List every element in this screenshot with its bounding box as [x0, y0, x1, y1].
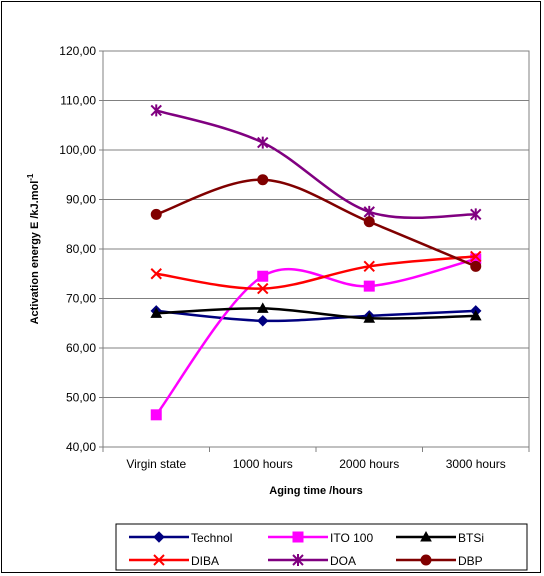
series-doa [150, 104, 482, 221]
x-tick-label: 1000 hours [233, 457, 293, 471]
plot-area [102, 50, 530, 448]
x-tick-label: Virgin state [126, 457, 186, 471]
legend-marker [292, 554, 304, 566]
data-point [363, 260, 375, 273]
y-tick-label: 80,00 [66, 242, 96, 256]
data-point [150, 208, 162, 220]
series-dbp [150, 174, 482, 272]
legend-label: DOA [330, 554, 356, 568]
series-ito-100 [150, 253, 482, 421]
x-tick-labels: Virgin state 1000 hours 2000 hours 3000 hou… [126, 457, 505, 471]
data-point [257, 315, 269, 327]
data-point [257, 174, 269, 186]
legend-item: Technol [129, 531, 232, 545]
data-point [150, 409, 162, 421]
data-point [363, 205, 375, 218]
data-point [150, 104, 162, 117]
y-tick-label: 50,00 [66, 391, 96, 405]
legend-item: DBP [396, 554, 483, 568]
series-btsi [150, 302, 482, 323]
series-line [156, 255, 476, 290]
data-point [470, 208, 482, 221]
legend-label: DIBA [191, 554, 219, 568]
x-tick-label: 3000 hours [446, 457, 506, 471]
y-tick-label: 110,00 [60, 94, 96, 108]
y-tick-label: 70,00 [66, 292, 96, 306]
series-lines [150, 104, 482, 421]
legend: Technol ITO 100 BTSi DIBA DOA DBP [115, 523, 528, 571]
legend-marker [292, 531, 304, 543]
data-point [470, 260, 482, 272]
data-point [363, 216, 375, 228]
series-line [155, 178, 477, 268]
legend-item: DOA [268, 554, 356, 568]
y-tick-label: 100,00 [59, 143, 96, 157]
legend-item: ITO 100 [268, 531, 373, 545]
legend-label: Technol [191, 531, 232, 545]
series-line [156, 309, 476, 323]
data-point [469, 309, 482, 321]
data-point [150, 307, 163, 318]
legend-label: BTSi [458, 531, 484, 545]
legend-item: BTSi [396, 530, 484, 545]
y-tick-label: 40,00 [66, 440, 96, 454]
legend-label: ITO 100 [330, 531, 373, 545]
series-technol [150, 305, 482, 327]
legend-box [115, 523, 528, 571]
data-point [257, 282, 269, 295]
legend-marker [420, 554, 432, 566]
data-point [363, 280, 375, 292]
legend-item: DIBA [129, 554, 219, 568]
x-tick-label: 2000 hours [339, 457, 399, 471]
series-line [155, 257, 477, 416]
y-axis-title-text: Activation energy E /kJ.mol [29, 181, 41, 325]
series-line [155, 109, 476, 220]
legend-marker [153, 531, 165, 543]
legend-label: DBP [458, 554, 483, 568]
data-point [257, 270, 269, 282]
y-axis-title-superscript: -1 [26, 173, 35, 181]
y-tick-labels: 40,00 50,00 60,00 70,00 80,00 90,00 100,00 110,… [59, 44, 96, 454]
data-point [470, 250, 482, 263]
y-tick-label: 120,00 [59, 44, 96, 58]
series-diba [150, 250, 482, 295]
data-point [363, 312, 376, 323]
legend-marker [153, 554, 165, 566]
legend-marker [420, 530, 432, 542]
y-axis-title: Activation energy E /kJ.mol-1 [26, 173, 41, 324]
x-axis-title: Aging time /hours [269, 485, 363, 497]
y-tick-label: 90,00 [66, 193, 96, 207]
y-tick-label: 60,00 [66, 341, 96, 355]
series-line [156, 307, 476, 320]
data-point [150, 268, 162, 280]
data-point [257, 136, 269, 149]
data-point [256, 302, 269, 313]
